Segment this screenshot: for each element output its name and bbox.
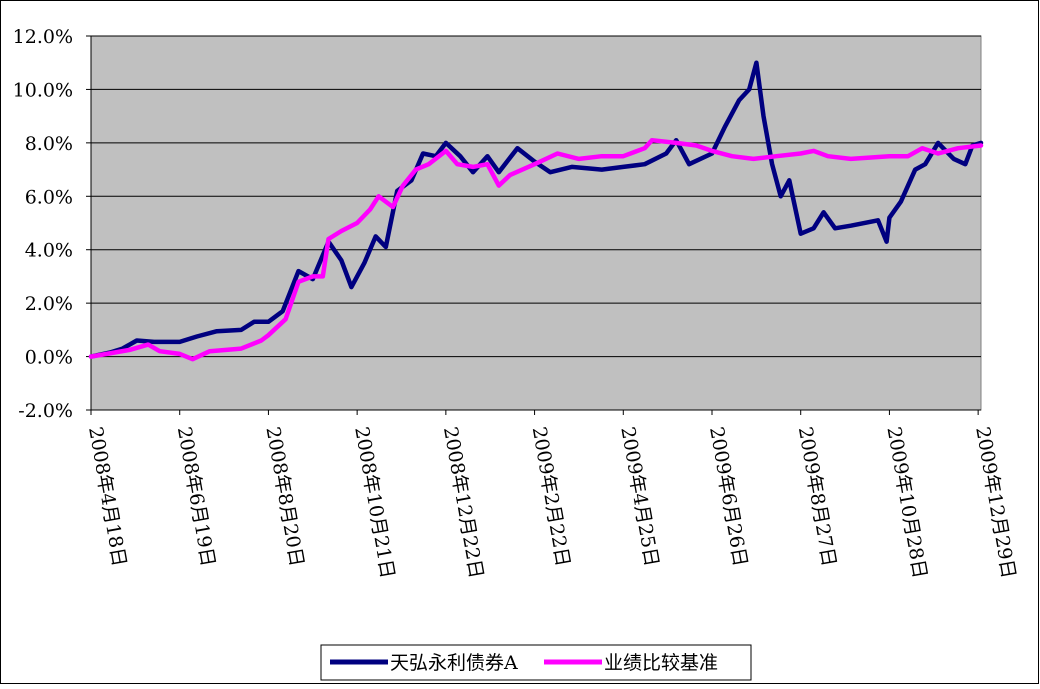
y-tick-label: 4.0% [25,240,73,262]
gridlines [91,35,981,358]
y-tick-label: 12.0% [13,26,73,48]
plot-area [90,35,982,411]
y-tick-label: 2.0% [25,293,73,315]
legend-box [320,644,752,681]
y-tick-label: 10.0% [13,79,73,101]
y-tick-label: -2.0% [18,400,73,422]
axes [90,36,981,411]
y-axis-ticks: -2.0% 0.0% 2.0% 4.0% 6.0% 8.0% 10.0% 12.0% [13,26,91,422]
series-line-1 [88,60,984,359]
y-tick-label: 6.0% [25,186,73,208]
y-tick-label: 8.0% [25,133,73,155]
series-lines [88,60,984,362]
legend-label-series-2: 业绩比较基准 [604,652,718,674]
legend: 天弘永利债券A 业绩比较基准 [320,644,752,681]
legend-label-series-1: 天弘永利债券A [390,652,518,674]
y-tick-label: 0.0% [25,347,73,369]
series-line-2 [88,137,984,362]
